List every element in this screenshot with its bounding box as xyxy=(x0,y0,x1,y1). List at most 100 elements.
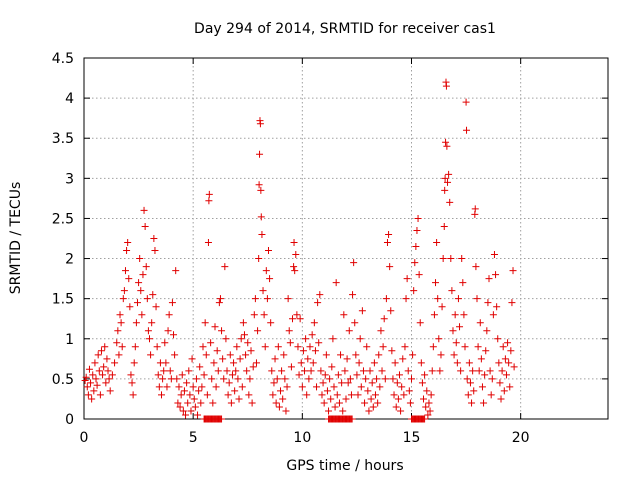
data-point xyxy=(95,367,103,375)
data-point xyxy=(408,375,415,383)
data-point xyxy=(437,351,445,359)
data-point xyxy=(400,391,408,399)
data-point xyxy=(409,351,417,359)
data-point xyxy=(130,359,138,367)
data-point xyxy=(298,383,306,391)
data-point xyxy=(314,299,322,307)
data-point xyxy=(378,367,386,375)
data-point xyxy=(454,295,462,303)
data-point xyxy=(117,319,125,327)
data-point xyxy=(476,319,484,327)
data-point xyxy=(184,399,192,407)
data-point xyxy=(211,323,219,331)
data-point xyxy=(366,367,374,375)
data-point xyxy=(238,383,246,391)
y-tick-label: 2 xyxy=(65,252,74,268)
data-point xyxy=(421,415,429,423)
data-point xyxy=(482,347,490,355)
data-point xyxy=(492,271,500,279)
data-point xyxy=(256,150,264,158)
data-point xyxy=(442,138,450,146)
data-point xyxy=(91,359,99,367)
data-point xyxy=(257,213,265,221)
data-point xyxy=(210,359,218,367)
data-point xyxy=(478,383,486,391)
data-point xyxy=(507,347,515,355)
data-point xyxy=(239,319,247,327)
data-point xyxy=(327,395,335,403)
data-point xyxy=(174,399,182,407)
data-point xyxy=(339,407,347,415)
data-point xyxy=(483,327,491,335)
data-point xyxy=(267,319,275,327)
data-point xyxy=(150,235,158,242)
data-point xyxy=(422,403,430,411)
data-point xyxy=(230,359,238,367)
y-axis-label: SRMTID / TECUs xyxy=(8,182,24,295)
data-point xyxy=(141,222,149,230)
data-point xyxy=(188,355,196,363)
x-tick-label: 15 xyxy=(403,430,421,446)
data-point xyxy=(198,383,206,391)
data-point xyxy=(236,355,244,363)
data-point xyxy=(406,399,414,407)
data-point xyxy=(416,319,424,327)
y-tick-label: 1.5 xyxy=(52,292,74,308)
data-point xyxy=(456,323,464,331)
data-point xyxy=(472,263,480,271)
data-point xyxy=(108,371,116,379)
data-point xyxy=(385,230,393,238)
data-point xyxy=(133,299,141,307)
y-tick-label: 2.5 xyxy=(52,211,74,227)
data-point xyxy=(501,355,509,363)
data-point xyxy=(450,351,458,359)
data-point xyxy=(359,367,367,375)
data-point xyxy=(228,371,236,379)
data-point xyxy=(171,351,179,359)
data-point xyxy=(364,387,372,395)
data-point xyxy=(285,327,293,335)
data-point xyxy=(484,299,492,307)
data-point xyxy=(125,275,133,283)
y-tick-label: 3.5 xyxy=(52,131,74,147)
data-point xyxy=(302,335,310,343)
data-point xyxy=(425,399,433,407)
data-point xyxy=(390,391,398,399)
data-point xyxy=(296,315,304,323)
data-point xyxy=(486,367,494,375)
data-point xyxy=(248,399,256,407)
data-point xyxy=(418,379,426,387)
grid-lines xyxy=(84,58,608,419)
data-point xyxy=(182,411,190,419)
data-point xyxy=(388,347,396,355)
data-point xyxy=(322,351,330,359)
data-point xyxy=(258,230,266,238)
axis-ticks xyxy=(83,57,608,420)
data-point xyxy=(259,287,267,295)
data-point xyxy=(502,371,510,379)
data-point xyxy=(263,295,271,303)
data-point xyxy=(200,371,208,379)
data-point xyxy=(464,391,472,399)
data-point xyxy=(404,367,412,375)
data-point xyxy=(94,351,102,359)
data-point xyxy=(395,371,403,379)
data-point xyxy=(227,399,235,407)
data-point xyxy=(465,359,473,367)
data-point xyxy=(99,371,107,379)
data-point xyxy=(410,287,418,295)
data-point xyxy=(295,371,303,379)
data-point xyxy=(159,375,167,383)
data-point xyxy=(280,351,288,359)
data-point xyxy=(447,255,455,263)
data-point xyxy=(93,381,101,389)
data-point xyxy=(320,399,328,407)
data-point xyxy=(370,359,378,367)
data-point xyxy=(413,226,421,234)
data-point xyxy=(137,287,145,295)
data-point xyxy=(323,387,331,395)
data-point xyxy=(136,255,144,263)
data-point xyxy=(249,363,257,371)
data-point xyxy=(335,399,343,407)
data-point xyxy=(308,331,316,339)
